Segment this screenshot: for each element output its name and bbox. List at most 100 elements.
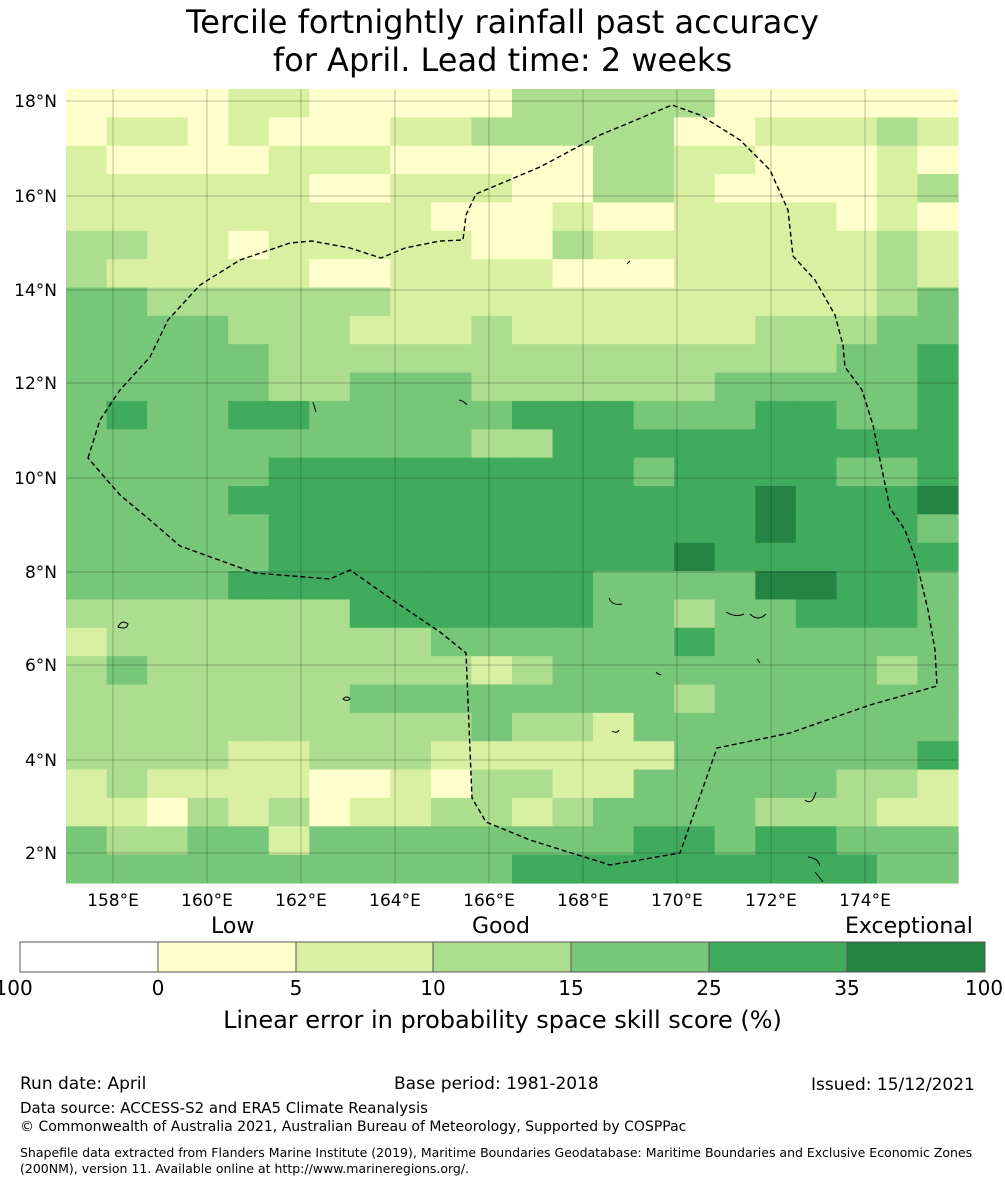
skill-cell xyxy=(674,174,716,204)
skill-cell xyxy=(147,769,189,799)
skill-cell xyxy=(349,656,391,686)
skill-cell xyxy=(471,627,513,657)
skill-cell xyxy=(755,344,797,374)
skill-cell xyxy=(187,797,229,827)
skill-cell xyxy=(552,259,594,289)
skill-cell xyxy=(66,174,108,204)
skill-cell xyxy=(187,344,229,374)
skill-cell xyxy=(714,287,756,317)
skill-cell xyxy=(876,486,919,515)
skill-cell xyxy=(268,89,310,118)
skill-cell xyxy=(147,230,189,260)
skill-cell xyxy=(187,230,229,260)
skill-cell xyxy=(349,117,391,147)
skill-cell xyxy=(755,174,797,204)
skill-cell xyxy=(633,741,675,771)
skill-cell xyxy=(390,202,432,232)
skill-cell xyxy=(66,89,108,118)
skill-cell xyxy=(309,656,351,686)
skill-cell xyxy=(187,174,229,204)
skill-cell xyxy=(309,769,351,799)
skill-cell xyxy=(633,712,675,742)
skill-cell xyxy=(390,542,432,572)
skill-cell xyxy=(674,684,716,714)
skill-cell xyxy=(917,741,959,771)
skill-cell xyxy=(633,457,675,487)
skill-cell xyxy=(755,372,797,402)
latitude-label: 18°N xyxy=(14,92,57,112)
skill-cell xyxy=(836,117,878,147)
skill-cell xyxy=(471,571,513,601)
skill-cell xyxy=(755,89,797,118)
skill-cell xyxy=(390,287,432,317)
skill-cell xyxy=(836,315,878,345)
skill-cell xyxy=(147,287,189,317)
skill-cell xyxy=(917,230,959,260)
skill-cell xyxy=(714,315,756,345)
skill-cell xyxy=(187,854,229,884)
skill-cell xyxy=(430,344,473,374)
longitude-label: 162°E xyxy=(275,891,327,911)
skill-cell xyxy=(633,400,675,430)
skill-cell xyxy=(268,826,310,856)
skill-cell xyxy=(390,344,432,374)
skill-cell xyxy=(633,145,675,175)
skill-cell xyxy=(390,315,432,345)
skill-cell xyxy=(552,769,594,799)
skill-cell xyxy=(674,627,716,657)
skill-cell xyxy=(917,571,959,601)
skill-cell xyxy=(309,457,351,487)
skill-cell xyxy=(917,712,959,742)
skill-cell xyxy=(593,741,635,771)
skill-cell xyxy=(228,854,270,884)
chart-title-line2: for April. Lead time: 2 weeks xyxy=(272,41,733,79)
colorbar-tick: 25 xyxy=(696,976,722,1000)
skill-cell xyxy=(349,429,391,459)
skill-cell xyxy=(187,486,229,515)
skill-cell xyxy=(309,259,351,289)
longitude-label: 170°E xyxy=(651,891,703,911)
skill-cell xyxy=(593,230,635,260)
skill-cell xyxy=(309,400,351,430)
eez-boundary xyxy=(87,104,938,866)
skill-cell xyxy=(471,89,513,118)
skill-cell xyxy=(795,429,837,459)
skill-cell xyxy=(512,287,554,317)
skill-cell xyxy=(390,656,432,686)
skill-cell xyxy=(268,712,310,742)
skill-cell xyxy=(633,627,675,657)
skill-cell xyxy=(309,287,351,317)
skill-cell xyxy=(187,826,229,856)
skill-cell xyxy=(147,854,189,884)
skill-cell xyxy=(349,769,391,799)
skill-cell xyxy=(593,542,635,572)
skill-cell xyxy=(309,174,351,204)
skill-cell xyxy=(309,372,351,402)
skill-cell xyxy=(593,769,635,799)
skill-cell xyxy=(512,202,554,232)
skill-cell xyxy=(714,599,756,629)
skill-cell xyxy=(876,741,919,771)
skill-cell xyxy=(268,457,310,487)
skill-cell xyxy=(795,400,837,430)
skill-cell xyxy=(390,797,432,827)
skill-cell xyxy=(633,486,675,515)
skill-cell xyxy=(268,741,310,771)
skill-cell xyxy=(714,344,756,374)
skill-cell xyxy=(714,684,756,714)
skill-cell xyxy=(876,854,919,884)
skill-cell xyxy=(795,372,837,402)
skill-cell xyxy=(390,429,432,459)
skill-cell xyxy=(349,684,391,714)
skill-cell xyxy=(268,259,310,289)
skill-cell xyxy=(430,741,473,771)
skill-cell xyxy=(66,457,108,487)
skill-cell xyxy=(309,514,351,544)
skill-cell xyxy=(795,174,837,204)
skill-cell xyxy=(674,514,716,544)
skill-cell xyxy=(471,230,513,260)
skill-cell xyxy=(876,372,919,402)
skill-cell xyxy=(430,656,473,686)
skill-cell xyxy=(106,769,148,799)
